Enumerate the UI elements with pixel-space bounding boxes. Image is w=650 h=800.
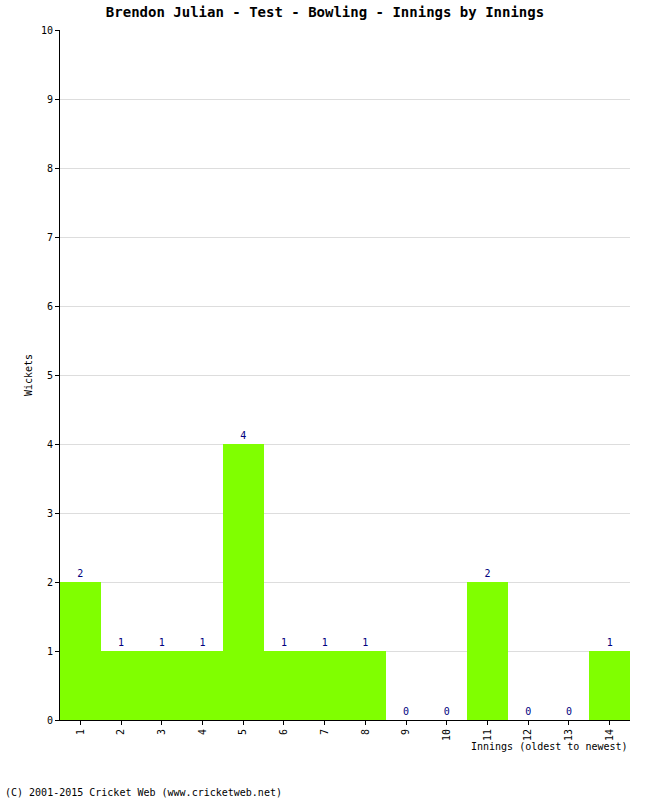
svg-text:4: 4 (240, 430, 246, 441)
svg-text:0: 0 (47, 715, 53, 726)
svg-text:5: 5 (237, 729, 248, 735)
svg-text:1: 1 (322, 637, 328, 648)
svg-text:0: 0 (566, 706, 572, 717)
svg-text:1: 1 (281, 637, 287, 648)
svg-text:1: 1 (159, 637, 165, 648)
svg-text:(C) 2001-2015 Cricket Web (www: (C) 2001-2015 Cricket Web (www.cricketwe… (5, 787, 282, 798)
svg-text:0: 0 (403, 706, 409, 717)
svg-text:14: 14 (604, 729, 615, 741)
svg-text:3: 3 (156, 729, 167, 735)
svg-text:2: 2 (484, 568, 490, 579)
svg-text:3: 3 (47, 508, 53, 519)
svg-text:7: 7 (47, 232, 53, 243)
svg-text:2: 2 (47, 577, 53, 588)
svg-text:7: 7 (319, 729, 330, 735)
svg-text:13: 13 (563, 729, 574, 741)
svg-text:1: 1 (362, 637, 368, 648)
svg-text:8: 8 (360, 729, 371, 735)
svg-text:6: 6 (278, 729, 289, 735)
svg-text:4: 4 (47, 439, 53, 450)
svg-text:10: 10 (41, 25, 53, 36)
svg-text:1: 1 (607, 637, 613, 648)
svg-text:9: 9 (400, 729, 411, 735)
svg-text:5: 5 (47, 370, 53, 381)
svg-text:4: 4 (197, 729, 208, 735)
svg-text:Innings (oldest to newest): Innings (oldest to newest) (471, 741, 628, 752)
svg-text:1: 1 (118, 637, 124, 648)
svg-text:6: 6 (47, 301, 53, 312)
svg-text:Wickets: Wickets (23, 354, 34, 396)
svg-text:12: 12 (522, 729, 533, 741)
svg-text:0: 0 (525, 706, 531, 717)
svg-text:2: 2 (115, 729, 126, 735)
svg-text:1: 1 (47, 646, 53, 657)
svg-text:1: 1 (75, 729, 86, 735)
svg-text:8: 8 (47, 163, 53, 174)
svg-text:10: 10 (441, 729, 452, 741)
svg-text:Brendon Julian - Test - Bowlin: Brendon Julian - Test - Bowling - Inning… (106, 4, 544, 20)
svg-text:9: 9 (47, 94, 53, 105)
svg-text:0: 0 (444, 706, 450, 717)
svg-text:11: 11 (482, 729, 493, 741)
svg-text:1: 1 (199, 637, 205, 648)
svg-text:2: 2 (77, 568, 83, 579)
